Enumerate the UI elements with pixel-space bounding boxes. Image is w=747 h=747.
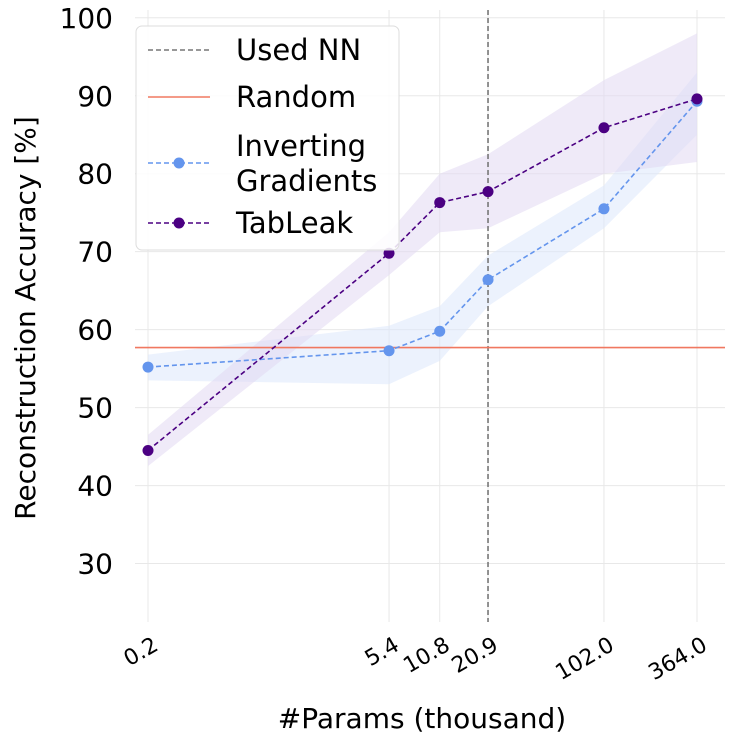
x-tick-label: 0.2 xyxy=(120,633,163,672)
data-point-series-0 xyxy=(482,274,494,286)
data-point-series-0 xyxy=(598,203,610,215)
data-point-series-1 xyxy=(434,197,446,209)
y-tick-label: 30 xyxy=(77,548,113,581)
data-point-series-0 xyxy=(383,345,395,357)
y-axis-label: Reconstruction Accuracy [%] xyxy=(9,116,42,520)
x-tick-label: 5.4 xyxy=(361,633,404,672)
x-tick-label: 364.0 xyxy=(645,633,712,686)
y-tick-label: 80 xyxy=(77,158,113,191)
x-tick-label: 20.9 xyxy=(448,633,503,679)
confidence-bands xyxy=(148,33,697,467)
y-tick-label: 100 xyxy=(60,2,113,35)
x-tick-label: 10.8 xyxy=(399,633,454,679)
x-axis-label: #Params (thousand) xyxy=(278,702,566,735)
legend-label: TabLeak xyxy=(235,206,353,240)
legend-box xyxy=(135,25,400,251)
data-point-series-1 xyxy=(691,93,703,105)
legend-entry-0: Used NN xyxy=(148,33,361,67)
legend-label: Used NN xyxy=(236,33,361,67)
data-point-series-0 xyxy=(434,325,446,337)
data-point-series-0 xyxy=(142,361,154,373)
y-tick-label: 50 xyxy=(77,392,113,425)
data-point-series-1 xyxy=(482,186,494,198)
series-line-0 xyxy=(147,100,698,368)
legend-marker xyxy=(173,217,185,229)
y-tick-labels: 30 40 50 60 70 80 90 100 xyxy=(60,2,113,581)
data-point-series-1 xyxy=(142,444,154,456)
band-series-0 xyxy=(148,72,697,385)
series-lines xyxy=(147,98,698,452)
legend-marker xyxy=(173,157,185,169)
y-tick-label: 40 xyxy=(77,470,113,503)
legend: Used NN Random Inverting Gradients TabLeak xyxy=(135,25,400,251)
legend-label: Inverting Gradients xyxy=(236,129,377,198)
reference-lines xyxy=(135,10,725,622)
legend-label: Random xyxy=(236,80,356,114)
x-tick-labels: 0.2 5.410.820.9 102.0 364.0 xyxy=(120,633,712,686)
y-tick-label: 90 xyxy=(77,80,113,113)
band-series-1 xyxy=(148,33,697,467)
legend-entry-2: Inverting Gradients xyxy=(148,129,377,198)
legend-entry-1: Random xyxy=(148,80,356,114)
series-line-1 xyxy=(147,98,698,452)
y-tick-label: 70 xyxy=(77,236,113,269)
data-point-series-1 xyxy=(598,122,610,134)
y-tick-label: 60 xyxy=(77,314,113,347)
legend-entry-3: TabLeak xyxy=(148,206,353,240)
x-tick-label: 102.0 xyxy=(552,633,619,686)
